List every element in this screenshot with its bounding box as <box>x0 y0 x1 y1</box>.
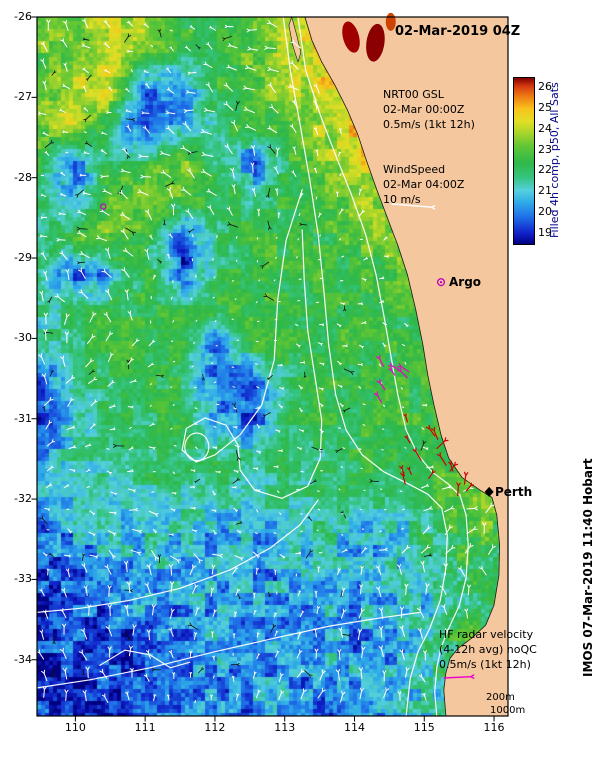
y-tick-label: -31 <box>14 411 32 425</box>
x-tick-label: 116 <box>483 721 505 734</box>
credit-text: IMOS 07-Mar-2019 11:40 Hobart <box>581 458 595 678</box>
x-tick-label: 114 <box>343 721 365 734</box>
gsl-current-arrows <box>39 28 432 679</box>
y-tick-label: -30 <box>14 331 32 345</box>
y-tick-label: -33 <box>14 572 32 586</box>
y-tick-label: -28 <box>14 170 32 184</box>
x-tick-label: 111 <box>134 721 156 734</box>
markers-layer <box>100 203 494 497</box>
y-tick-label: -32 <box>14 492 32 506</box>
depth-label-1000m: 1000m <box>490 705 526 716</box>
wind-legend-line2: 02-Mar 04:00Z <box>383 178 465 191</box>
wind-legend-line3: 10 m/s <box>383 193 421 206</box>
colorbar-tick-label: 21 <box>538 184 552 198</box>
y-tick-label: -27 <box>14 90 32 104</box>
colorbar-tick-label: 19 <box>538 225 552 239</box>
colorbar-tick-label: 26 <box>538 80 552 94</box>
colorbar <box>513 77 535 245</box>
axes-frame <box>31 16 509 722</box>
legend-arrows <box>391 203 475 679</box>
y-tick-label: -29 <box>14 251 32 265</box>
y-tick-label: -34 <box>14 652 32 666</box>
gsl-legend: NRT00 GSL 02-Mar 00:00Z 0.5m/s (1kt 12h) <box>383 87 475 132</box>
y-tick-label: -26 <box>14 10 32 23</box>
hf-legend-line3: 0.5m/s (1kt 12h) <box>439 658 531 671</box>
hf-radar-legend: HF radar velocity (4-12h avg) noQC 0.5m/… <box>439 627 537 672</box>
colorbar-tick-label: 24 <box>538 121 552 135</box>
colorbar-tick-label: 22 <box>538 163 552 177</box>
depth-label-200m: 200m <box>486 692 515 703</box>
wind-arrows <box>36 18 496 704</box>
wind-legend: WindSpeed 02-Mar 04:00Z 10 m/s <box>383 162 464 207</box>
x-tick-label: 110 <box>64 721 86 734</box>
hf-legend-line2: (4-12h avg) noQC <box>439 643 537 656</box>
gsl-legend-line3: 0.5m/s (1kt 12h) <box>383 118 475 131</box>
colorbar-tick-label: 25 <box>538 101 552 115</box>
gsl-legend-line1: NRT00 GSL <box>383 88 444 101</box>
colorbar-tick-label: 20 <box>538 204 552 218</box>
bathymetry-contours <box>36 16 469 717</box>
hf-radar-arrows <box>373 354 474 497</box>
hf-legend-line1: HF radar velocity <box>439 628 534 641</box>
colorbar-tick-label: 23 <box>538 142 552 156</box>
argo-label: Argo <box>449 275 482 289</box>
plot-title: 02-Mar-2019 04Z <box>395 24 521 39</box>
x-tick-label: 113 <box>274 721 296 734</box>
x-tick-label: 115 <box>413 721 435 734</box>
perth-label: Perth <box>495 485 533 499</box>
x-tick-label: 112 <box>204 721 226 734</box>
colorbar-label: Filled 4h comp, p50, All Sats <box>548 82 561 238</box>
gsl-legend-line2: 02-Mar 00:00Z <box>383 103 465 116</box>
wind-legend-line1: WindSpeed <box>383 163 446 176</box>
